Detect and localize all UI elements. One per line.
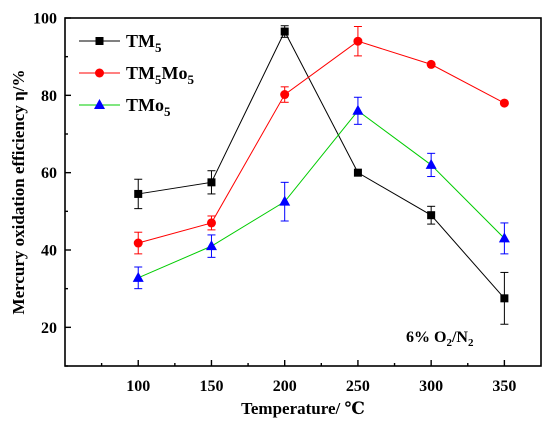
data-point [132, 271, 144, 282]
legend-marker-1 [95, 68, 104, 78]
series-layer [132, 25, 510, 325]
data-point [205, 240, 217, 251]
series-0 [134, 25, 509, 325]
data-point [206, 218, 216, 228]
legend-label-0: TM5 [126, 31, 162, 55]
data-point [427, 211, 436, 220]
y-tick-label-1: 40 [41, 243, 57, 260]
annotation: 6% O2/N2 [406, 329, 474, 349]
legend-marker-0 [95, 37, 104, 45]
data-point [425, 158, 437, 169]
x-tick-label-0: 100 [126, 378, 150, 395]
y-tick-label-0: 20 [41, 320, 57, 337]
y-tick-label-4: 100 [33, 11, 57, 28]
x-tick-label-4: 300 [419, 378, 443, 395]
data-point [280, 90, 290, 100]
data-point [134, 189, 143, 198]
x-tick-label-5: 350 [492, 378, 516, 395]
series-line-1 [138, 40, 505, 244]
x-tick-label-2: 200 [273, 378, 297, 395]
data-point [499, 98, 509, 108]
y-tick-label-2: 60 [41, 165, 57, 182]
ticks-layer: 100 150 200 250 300 350 20 40 60 80 100 [33, 11, 516, 396]
legend-label-1: TM5Mo5 [126, 63, 195, 87]
series-line-2 [138, 110, 505, 279]
x-axis-label: Temperature/ ℃ [241, 399, 365, 418]
data-point [352, 104, 364, 115]
legend: TM5 TM5Mo5 TMo5 [79, 31, 195, 119]
data-point [353, 168, 362, 177]
data-point [279, 195, 291, 206]
series-1 [133, 26, 509, 255]
data-point [133, 238, 143, 248]
data-point [280, 27, 289, 36]
data-point [500, 294, 509, 303]
data-point [207, 178, 216, 187]
x-tick-label-1: 150 [199, 378, 223, 395]
y-tick-label-3: 80 [41, 88, 57, 105]
legend-label-2: TMo5 [126, 95, 171, 119]
series-2 [132, 96, 510, 290]
legend-marker-2 [94, 99, 105, 109]
x-tick-label-3: 250 [346, 378, 370, 395]
data-point [353, 36, 363, 46]
data-point [498, 232, 510, 243]
y-axis-label: Mercury oxidation efficiency η/% [9, 70, 28, 315]
series-line-0 [138, 30, 505, 299]
plot-frame [64, 17, 542, 367]
data-point [426, 59, 436, 69]
